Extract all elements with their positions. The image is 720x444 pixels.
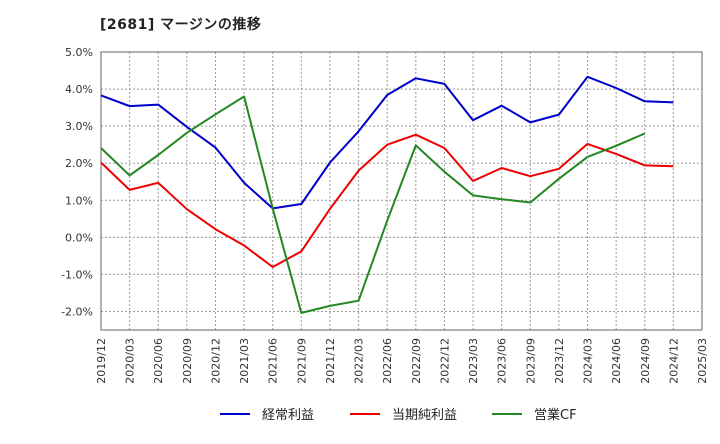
y-tick-label: -2.0% [61, 305, 93, 318]
legend: 経常利益 当期純利益 営業CF [220, 407, 577, 423]
x-tick-label: 2021/09 [295, 338, 308, 384]
legend-label: 営業CF [534, 407, 577, 423]
x-tick-label: 2022/06 [381, 338, 394, 384]
y-tick-label: 4.0% [65, 83, 93, 96]
x-tick-label: 2024/09 [639, 338, 652, 384]
axes: 5.0% 4.0% 3.0% 2.0% 1.0% 0.0% -1.0% -2.0% 2019/1… [61, 46, 709, 384]
legend-label: 経常利益 [262, 408, 314, 423]
x-tick-label: 2023/09 [524, 338, 537, 384]
series-line [100, 75, 674, 210]
y-tick-label: 1.0% [65, 194, 93, 207]
chart-title: [2681] マージンの推移 [100, 17, 262, 33]
x-tick-label: 2022/03 [353, 338, 366, 384]
x-tick-label: 2023/12 [553, 338, 566, 384]
plot-border [100, 51, 703, 331]
x-tick-label: 2024/03 [582, 338, 595, 384]
x-tick-label: 2021/03 [238, 338, 251, 384]
x-tick-label: 2020/03 [124, 338, 137, 384]
y-tick-label: 3.0% [65, 120, 93, 133]
plot-area [101, 52, 702, 330]
grid [100, 51, 703, 330]
x-tick-label: 2021/06 [267, 338, 280, 384]
y-tick-label: 2.0% [65, 157, 93, 170]
y-tick-label: 0.0% [65, 231, 93, 244]
y-tick-label: -1.0% [61, 268, 93, 281]
x-tick-label: 2021/12 [324, 338, 337, 384]
legend-label: 当期純利益 [392, 408, 457, 423]
x-tick-label: 2020/09 [181, 338, 194, 384]
series-line [100, 133, 674, 268]
x-tick-label: 2023/06 [496, 338, 509, 384]
x-tick-label: 2024/06 [610, 338, 623, 384]
x-tick-label: 2022/12 [438, 338, 451, 384]
x-tick-label: 2020/06 [152, 338, 165, 384]
x-tick-label: 2020/12 [209, 338, 222, 384]
x-tick-label: 2019/12 [95, 338, 108, 384]
series-lines [100, 75, 674, 314]
x-tick-label: 2022/09 [410, 338, 423, 384]
x-tick-label: 2024/12 [667, 338, 680, 384]
series-line [100, 95, 646, 314]
y-tick-label: 5.0% [65, 46, 93, 59]
x-tick-label: 2025/03 [696, 338, 709, 384]
x-tick-label: 2023/03 [467, 338, 480, 384]
